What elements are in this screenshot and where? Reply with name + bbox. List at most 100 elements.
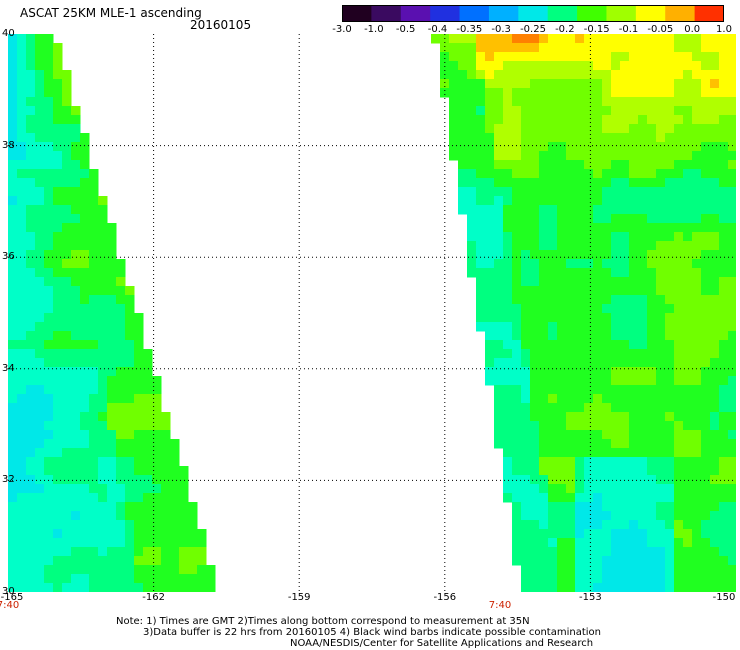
wind-cell [125, 484, 135, 494]
wind-cell [593, 529, 603, 539]
wind-cell [494, 412, 504, 422]
wind-cell [557, 475, 567, 485]
wind-cell [728, 304, 736, 314]
wind-cell [683, 376, 693, 386]
wind-cell [683, 70, 693, 80]
wind-cell [638, 583, 648, 592]
wind-cell [152, 385, 162, 395]
wind-cell [593, 43, 603, 53]
wind-cell [647, 259, 657, 269]
wind-cell [683, 52, 693, 62]
wind-cell [656, 277, 666, 287]
wind-cell [692, 187, 702, 197]
wind-cell [44, 115, 54, 125]
wind-cell [548, 250, 558, 260]
wind-cell [584, 439, 594, 449]
wind-cell [638, 430, 648, 440]
wind-cell [62, 349, 72, 359]
colorbar-swatch [459, 5, 490, 21]
wind-cell [566, 106, 576, 116]
wind-cell [71, 448, 81, 458]
wind-cell [719, 277, 729, 287]
wind-cell [584, 106, 594, 116]
wind-cell [656, 430, 666, 440]
wind-cell [494, 385, 504, 395]
wind-cell [566, 484, 576, 494]
wind-cell [584, 160, 594, 170]
wind-cell [62, 367, 72, 377]
wind-cell [80, 295, 90, 305]
wind-cell [728, 331, 736, 341]
wind-cell [71, 475, 81, 485]
wind-cell [521, 322, 531, 332]
wind-cell [656, 169, 666, 179]
wind-cell [710, 430, 720, 440]
wind-cell [476, 133, 486, 143]
wind-cell [674, 124, 684, 134]
wind-cell [494, 70, 504, 80]
wind-cell [80, 583, 90, 592]
wind-cell [170, 583, 180, 592]
wind-cell [17, 439, 27, 449]
wind-cell [125, 304, 135, 314]
wind-cell [557, 529, 567, 539]
wind-cell [710, 367, 720, 377]
wind-cell [521, 88, 531, 98]
wind-cell [557, 421, 567, 431]
wind-cell [701, 313, 711, 323]
wind-cell [674, 34, 684, 44]
wind-cell [530, 88, 540, 98]
lat-tick-label: 32 [2, 474, 15, 486]
wind-cell [98, 223, 108, 233]
wind-cell [53, 187, 63, 197]
wind-cell [728, 520, 736, 530]
wind-cell [467, 187, 477, 197]
wind-cell [701, 457, 711, 467]
wind-cell [71, 412, 81, 422]
wind-cell [701, 493, 711, 503]
wind-cell [692, 106, 702, 116]
wind-cell [35, 466, 45, 476]
wind-cell [107, 448, 117, 458]
wind-cell [125, 511, 135, 521]
wind-cell [26, 340, 36, 350]
wind-cell [593, 493, 603, 503]
wind-cell [629, 583, 639, 592]
wind-cell [503, 214, 513, 224]
wind-cell [719, 475, 729, 485]
wind-cell [503, 493, 513, 503]
wind-cell [665, 529, 675, 539]
wind-cell [692, 79, 702, 89]
wind-cell [89, 214, 99, 224]
wind-cell [26, 358, 36, 368]
wind-cell [656, 565, 666, 575]
wind-cell [557, 313, 567, 323]
wind-cell [89, 241, 99, 251]
wind-cell [503, 403, 513, 413]
wind-cell [692, 304, 702, 314]
wind-cell [701, 178, 711, 188]
wind-cell [485, 223, 495, 233]
wind-cell [530, 448, 540, 458]
wind-cell [116, 385, 126, 395]
wind-cell [683, 448, 693, 458]
wind-cell [89, 538, 99, 548]
wind-cell [620, 529, 630, 539]
wind-cell [152, 565, 162, 575]
wind-cell [719, 376, 729, 386]
wind-cell [701, 565, 711, 575]
wind-cell [35, 412, 45, 422]
wind-cell [17, 421, 27, 431]
wind-cell [548, 439, 558, 449]
wind-cell [80, 421, 90, 431]
wind-cell [566, 124, 576, 134]
wind-cell [35, 205, 45, 215]
wind-cell [89, 574, 99, 584]
wind-cell [647, 223, 657, 233]
wind-cell [656, 61, 666, 71]
wind-cell [539, 259, 549, 269]
wind-cell [152, 529, 162, 539]
wind-cell [548, 511, 558, 521]
wind-cell [35, 88, 45, 98]
wind-cell [71, 520, 81, 530]
